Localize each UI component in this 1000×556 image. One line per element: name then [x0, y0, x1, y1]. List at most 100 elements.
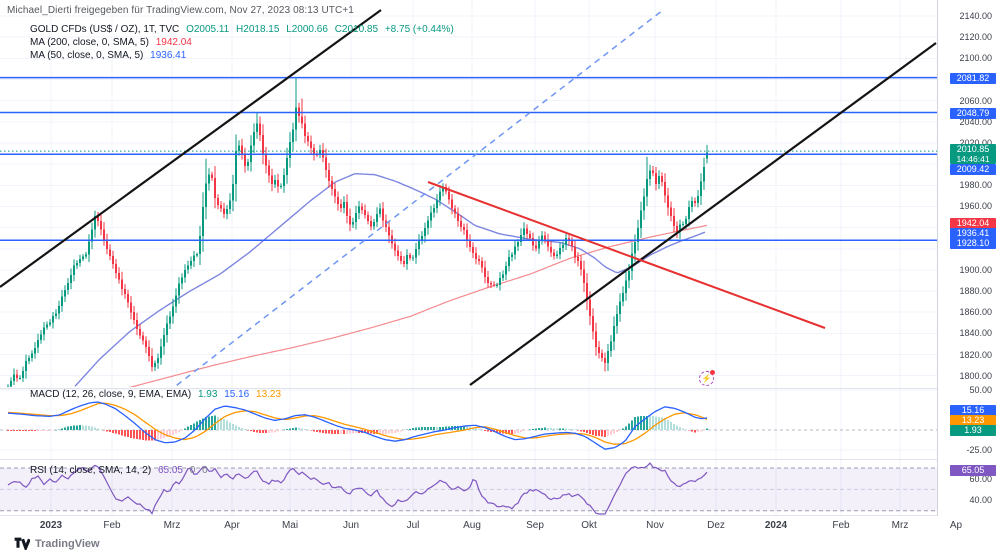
chart-canvas[interactable] — [0, 0, 1000, 533]
candle — [637, 228, 639, 242]
candle — [34, 347, 36, 354]
candle — [40, 334, 42, 340]
time-tick-month[interactable]: Mrz — [163, 520, 181, 531]
candle — [334, 189, 336, 197]
macd-histogram-bar — [106, 430, 108, 432]
time-tick-month[interactable]: Dez — [707, 520, 725, 531]
candle — [94, 216, 96, 230]
macd-histogram-bar — [505, 430, 507, 434]
time-tick-month[interactable]: Feb — [832, 520, 850, 531]
trendline-drawing[interactable] — [469, 42, 937, 386]
macd-histogram-bar — [334, 430, 336, 434]
time-tick-month[interactable]: Mai — [281, 520, 299, 531]
time-tick-month[interactable]: Sep — [526, 520, 544, 531]
macd-histogram-bar — [313, 430, 315, 432]
macd-histogram-bar — [394, 430, 396, 434]
candle — [688, 206, 690, 220]
macd-histogram-bar — [691, 430, 693, 432]
trendline-drawing[interactable] — [168, 9, 664, 392]
candle — [100, 220, 102, 230]
time-tick-month[interactable]: Mrz — [891, 520, 909, 531]
symbol-title[interactable]: GOLD CFDs (US$ / OZ), 1T, TVC — [30, 24, 180, 35]
candle — [640, 210, 642, 229]
candle — [610, 341, 612, 352]
macd-histogram-bar — [31, 430, 33, 432]
macd-histogram-bar — [337, 430, 339, 434]
candle — [364, 210, 366, 216]
ma50-legend-row[interactable]: MA (50, close, 0, SMA, 5) 1936.41 — [30, 50, 458, 61]
price-tick: 1820.00 — [959, 349, 992, 360]
candle — [457, 213, 459, 222]
rsi-value: 65.05 — [157, 465, 183, 476]
rsi-pane-separator[interactable] — [0, 459, 1000, 460]
candle — [520, 234, 522, 242]
candle — [79, 259, 81, 263]
macd-histogram-bar — [355, 430, 357, 434]
candle — [58, 305, 60, 314]
ma50-label: MA (50, close, 0, SMA, 5) — [30, 50, 144, 61]
time-tick-month[interactable]: Aug — [463, 520, 481, 531]
time-tick-month[interactable]: Apr — [224, 520, 240, 531]
candle — [487, 277, 489, 283]
symbol-legend[interactable]: GOLD CFDs (US$ / OZ), 1T, TVC O2005.11 H… — [30, 24, 458, 63]
rsi-axis-label: 65.05 — [950, 464, 996, 476]
macd-histogram-bar — [94, 427, 96, 430]
macd-label: MACD (12, 26, close, 9, EMA, EMA) — [30, 389, 192, 400]
time-tick-month[interactable]: Jul — [406, 520, 420, 531]
candle — [490, 283, 492, 285]
macd-histogram-bar — [34, 430, 36, 432]
macd-histogram-bar — [682, 428, 684, 430]
tradingview-logo-text[interactable]: TradingView — [35, 537, 100, 550]
time-tick-month[interactable]: Okt — [581, 520, 597, 531]
tradingview-logo-icon[interactable] — [14, 537, 30, 550]
macd-histogram-bar — [319, 430, 321, 433]
macd-histogram-bar — [379, 430, 381, 434]
macd-histogram-bar — [232, 424, 234, 430]
rsi-legend[interactable]: RSI (14, close, SMA, 14, 2) 65.05 0 0 — [30, 465, 212, 478]
candles[interactable] — [7, 78, 708, 393]
candle — [571, 241, 573, 247]
rsi-extra-value-1: 0 — [189, 465, 196, 476]
time-tick-month[interactable]: Nov — [646, 520, 664, 531]
macd-histogram-bar — [517, 430, 519, 433]
ma200-legend-row[interactable]: MA (200, close, 0, SMA, 5) 1942.04 — [30, 37, 458, 48]
candle — [283, 174, 285, 186]
time-tick-year[interactable]: 2024 — [764, 520, 788, 531]
price-scale[interactable]: 2140.00 2120.00 2100.00 2060.00 2040.00 2020.… — [937, 0, 1000, 533]
ohlc-close: C2010.85 — [334, 24, 379, 35]
boost-lightning-icon[interactable]: ⚡ — [699, 370, 715, 386]
macd-histogram-bar — [598, 430, 600, 437]
price-axis-label: 1942.04 — [950, 217, 996, 229]
macd-histogram-bar — [97, 428, 99, 430]
time-tick-month[interactable]: Feb — [103, 520, 121, 531]
time-tick-month[interactable]: Ap — [949, 520, 963, 531]
macd-histogram-bar — [610, 430, 612, 435]
time-tick-year[interactable]: 2023 — [39, 520, 63, 531]
macd-histogram-bar — [613, 430, 615, 434]
candle — [46, 324, 48, 328]
macd-histogram-bar — [202, 418, 204, 430]
macd-histogram-bar — [421, 427, 423, 430]
macd-histogram-bar — [64, 427, 66, 430]
candle — [478, 259, 480, 261]
macd-histogram-bar — [553, 428, 555, 430]
trendline-drawing[interactable] — [0, 9, 382, 288]
macd-histogram-bar — [184, 428, 186, 430]
candle — [634, 241, 636, 254]
macd-tick: -25.00 — [966, 445, 992, 455]
time-axis[interactable]: 2023 Feb Mrz Apr Mai Jun Jul Aug Sep Okt Nov Dez 202… — [0, 516, 1000, 533]
trendline-drawing[interactable] — [427, 181, 826, 329]
macd-histogram-bar — [646, 415, 648, 430]
time-tick-month[interactable]: Jun — [342, 520, 360, 531]
macd-histogram-bar — [508, 430, 510, 434]
macd-histogram-bar — [139, 430, 141, 440]
candle — [376, 213, 378, 222]
macd-legend[interactable]: MACD (12, 26, close, 9, EMA, EMA) 1.93 1… — [30, 389, 285, 402]
price-axis-label: 2048.79 — [950, 107, 996, 119]
candle — [472, 246, 474, 254]
macd-histogram-bar — [340, 430, 342, 434]
macd-histogram-bar — [55, 429, 57, 431]
price-tick: 1960.00 — [959, 201, 992, 212]
candle — [484, 267, 486, 277]
macd-pane-separator[interactable] — [0, 388, 1000, 389]
